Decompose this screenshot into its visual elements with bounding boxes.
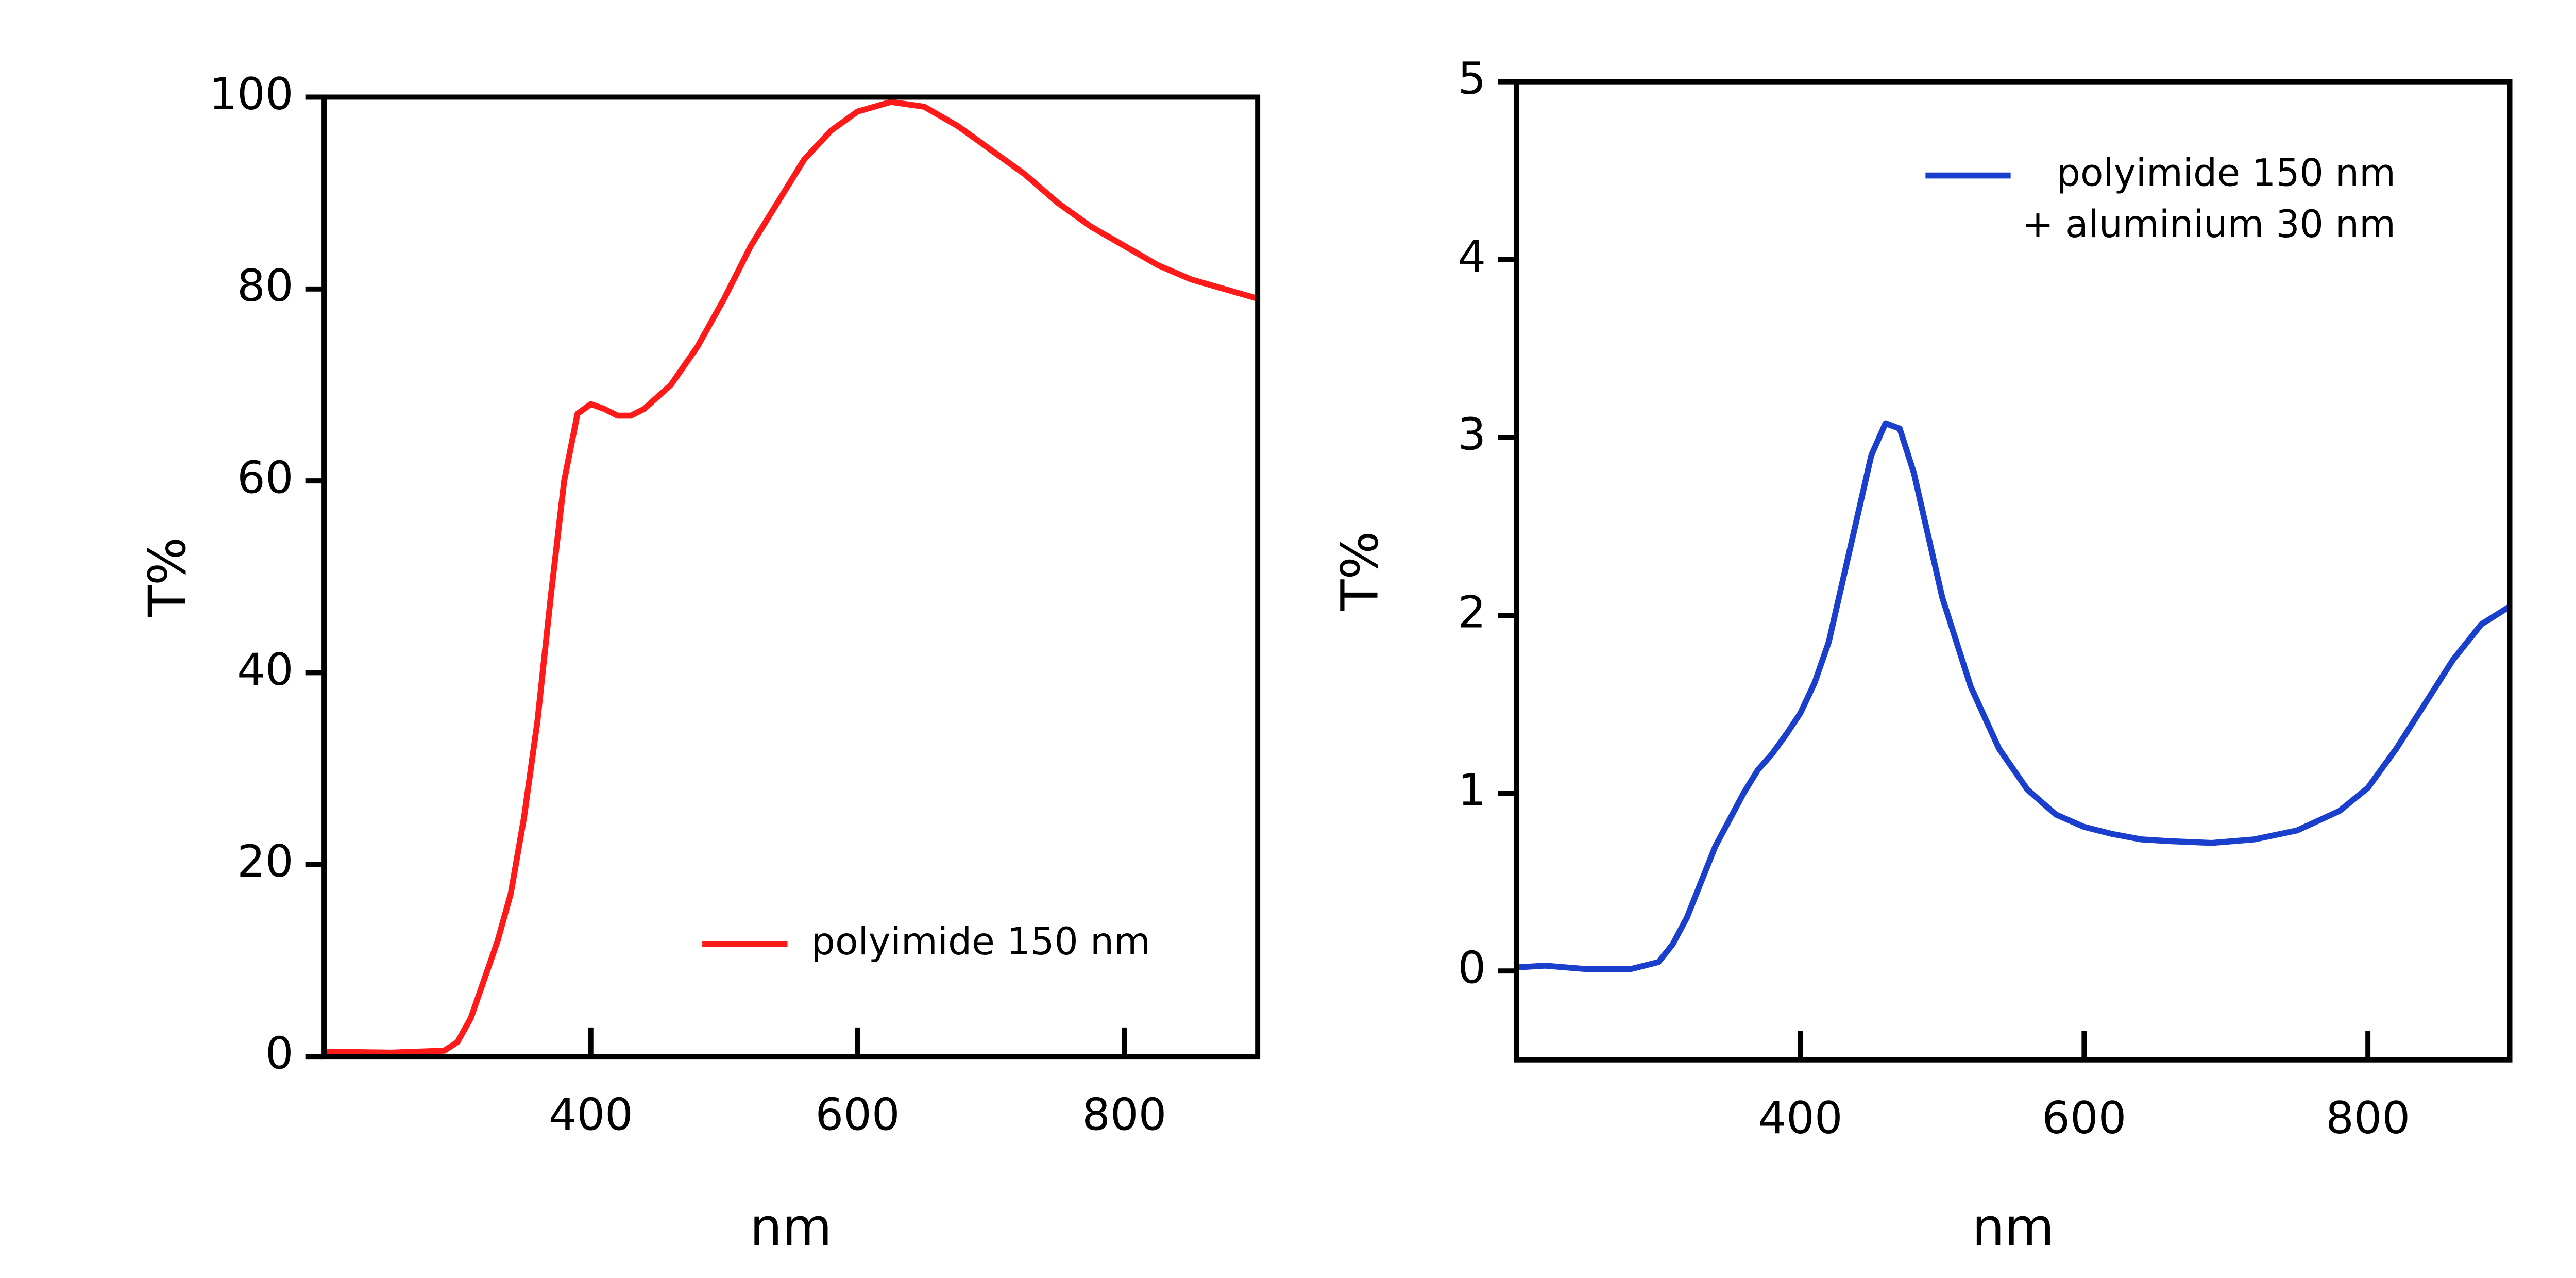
x-tick-label: 600 <box>815 1089 900 1141</box>
y-tick-label: 1 <box>1458 765 1486 816</box>
plot: 0 1 2 3 4 5 400 600 800 nm T% polyimide 150 nm + alu… <box>1330 53 2513 1257</box>
y-tick-label: 80 <box>237 260 293 312</box>
plot-frame <box>321 94 1261 1060</box>
plot-frame <box>1514 79 2513 1063</box>
x-axis-label: nm <box>1972 1198 2055 1257</box>
y-tick-label: 100 <box>209 69 293 120</box>
y-tick-label: 3 <box>1458 409 1486 460</box>
x-tick-label: 600 <box>2042 1092 2126 1144</box>
y-tick-label: 0 <box>1458 943 1486 994</box>
y-tick-label: 20 <box>237 836 293 887</box>
legend-line: polyimide 150 nm <box>2057 152 2396 195</box>
y-tick-label: 2 <box>1458 586 1486 638</box>
legend-text: polyimide 150 nm + aluminium 30 nm <box>2022 152 2396 246</box>
y-tick-label: 0 <box>265 1028 294 1080</box>
y-tick-label: 60 <box>237 452 293 504</box>
data-line <box>1516 420 2510 972</box>
y-tick-label: 5 <box>1458 53 1486 105</box>
legend-text: polyimide 150 nm <box>811 920 1150 964</box>
x-axis-label: nm <box>750 1198 832 1257</box>
x-tick-label: 400 <box>549 1089 633 1141</box>
legend-entry: polyimide 150 nm + aluminium 30 nm <box>1925 152 2396 246</box>
x-tick-label: 800 <box>2326 1092 2410 1144</box>
data-line <box>324 99 1258 1056</box>
plot: 0 20 40 60 80 100 400 600 800 nm T% polyimide 150 n… <box>138 69 1261 1257</box>
x-tick-label: 800 <box>1082 1089 1166 1141</box>
y-axis-label: T% <box>1330 531 1389 611</box>
y-tick-label: 40 <box>237 644 293 696</box>
legend-line: + aluminium 30 nm <box>2022 203 2396 246</box>
y-tick-label: 4 <box>1458 231 1486 282</box>
y-axis-label: T% <box>138 537 197 617</box>
x-tick-label: 400 <box>1758 1092 1842 1144</box>
legend-entry: polyimide 150 nm <box>702 920 1150 964</box>
